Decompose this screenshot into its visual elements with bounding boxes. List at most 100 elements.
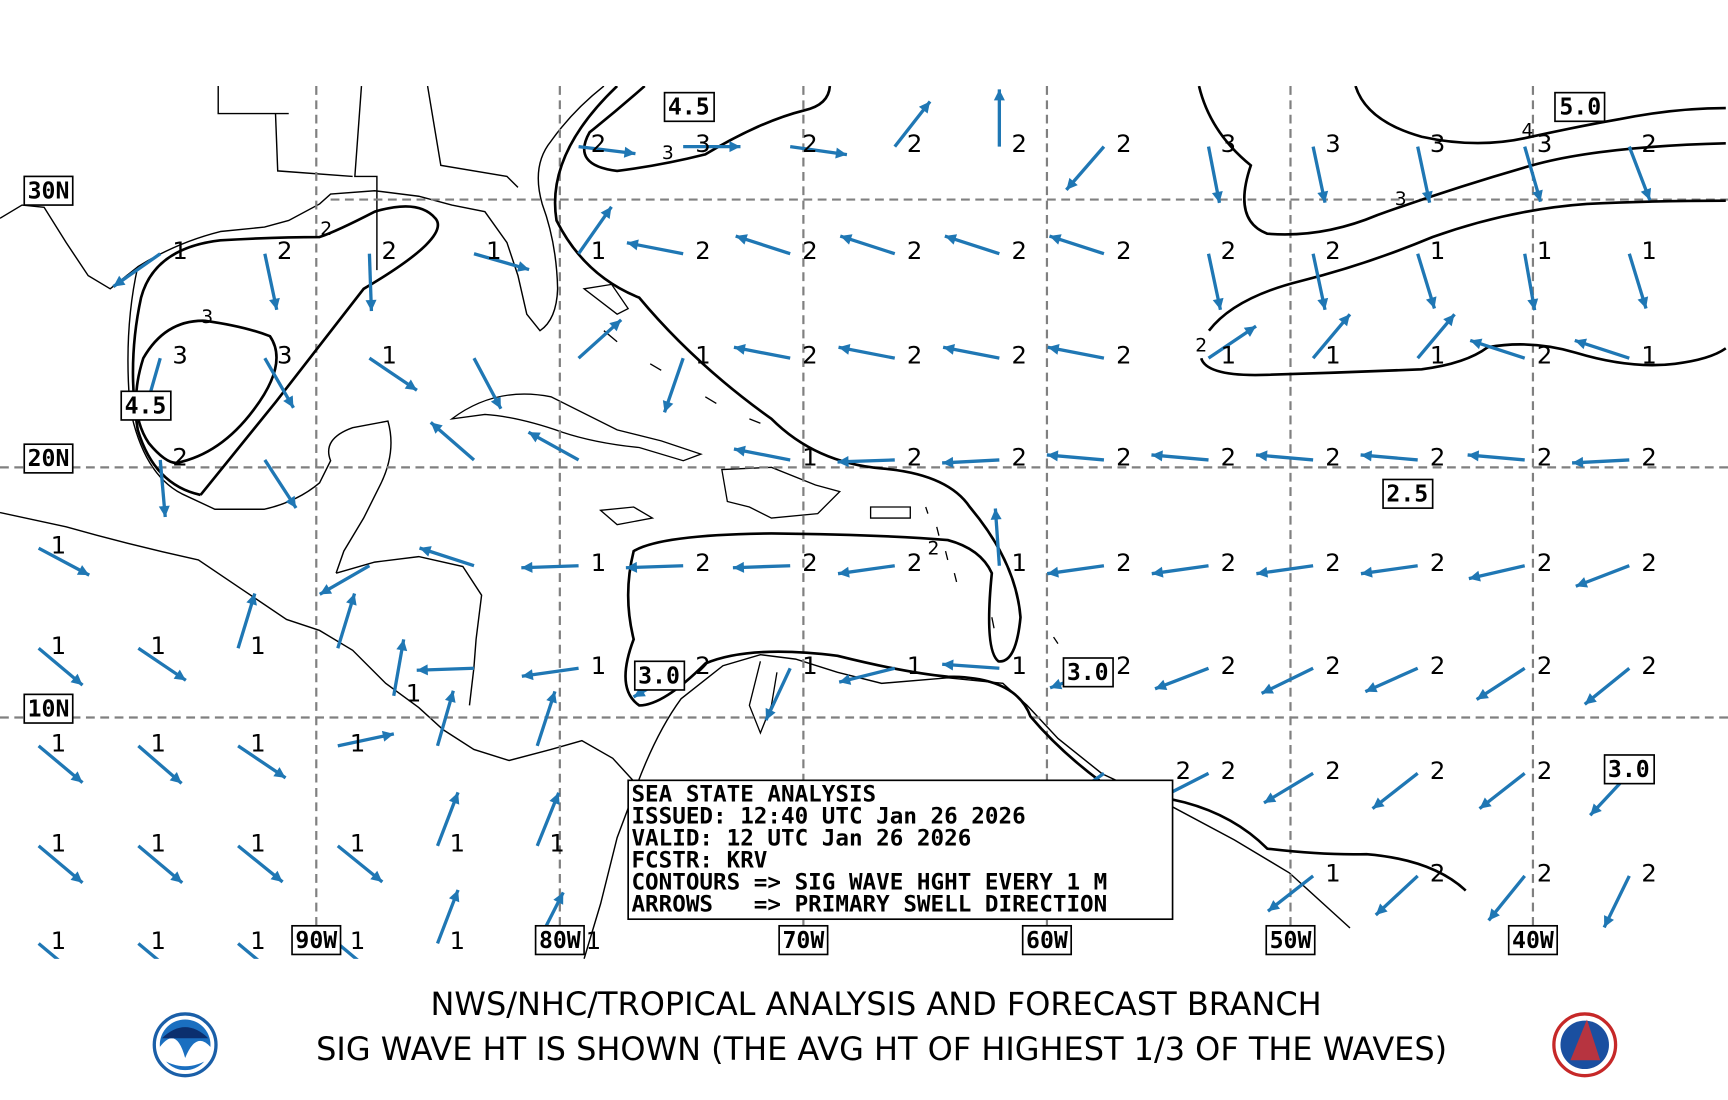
swell-arrowhead bbox=[732, 561, 745, 573]
grid-point bbox=[418, 546, 475, 568]
wave-height-value: 2 bbox=[907, 442, 922, 471]
boxed-label-text: 4.5 bbox=[125, 393, 167, 419]
swell-arrowhead bbox=[270, 969, 282, 980]
lat-label-10n: 10N bbox=[23, 693, 74, 724]
swell-arrowhead bbox=[1155, 679, 1168, 691]
swell-arrowhead bbox=[396, 639, 408, 652]
grid-point: 1 bbox=[1207, 324, 1257, 370]
grid-point bbox=[318, 564, 371, 596]
grid-point: 1 bbox=[237, 828, 284, 884]
grid-point: 1 bbox=[838, 651, 922, 685]
wave-height-value: 1 bbox=[382, 341, 397, 370]
swell-arrowhead bbox=[942, 659, 954, 671]
lat-label-text: 20N bbox=[28, 446, 70, 472]
boxed-label-text: 5.0 bbox=[1559, 95, 1601, 121]
contour-value-labels: 3 2 3 3 4 2 2 bbox=[201, 121, 1533, 560]
wave-height-value: 2 bbox=[1116, 442, 1131, 471]
swell-arrowhead bbox=[1470, 338, 1483, 350]
boxed-label-text: 3.0 bbox=[638, 663, 680, 689]
grid-point: 2 bbox=[1583, 651, 1657, 706]
grid-point: 1 bbox=[1627, 236, 1657, 310]
wave-height-value: 2 bbox=[591, 129, 606, 158]
grid-point: 2 bbox=[1255, 442, 1341, 471]
grid-point: 1 bbox=[1416, 313, 1456, 370]
grid-point: 2 bbox=[1467, 442, 1552, 471]
swell-arrowhead bbox=[733, 445, 746, 457]
wave-height-value: 1 bbox=[486, 236, 501, 265]
grid-point: 2 bbox=[1487, 858, 1552, 922]
wave-height-value: 2 bbox=[1011, 236, 1026, 265]
grid-point: 1 bbox=[473, 236, 530, 272]
wave-height-value: 2 bbox=[1116, 651, 1131, 680]
grid-point: 3 bbox=[1523, 129, 1552, 203]
swell-arrowhead bbox=[546, 691, 557, 704]
boxed-label: 3.0 bbox=[1062, 657, 1114, 688]
wave-height-value: 2 bbox=[1537, 442, 1552, 471]
wave-height-value: 1 bbox=[150, 828, 165, 857]
wave-height-value: 2 bbox=[1221, 651, 1236, 680]
grid-point: 1 bbox=[137, 926, 166, 959]
swell-arrowhead bbox=[416, 664, 428, 676]
grid-point: 1 bbox=[733, 442, 818, 471]
grid-point: 1 bbox=[535, 792, 565, 857]
wave-grid-points: 2 3 2 2 2 2 3 3 3 3 21 2 2 1 1 2 2 2 2 2 2 2 1 1 13 3 1 1 2 2 2 2 1 1 1 2 12… bbox=[37, 89, 1657, 980]
grid-point: 1 bbox=[1416, 236, 1445, 310]
wave-height-value: 2 bbox=[1641, 442, 1656, 471]
info-contours: CONTOURS => SIG WAVE HGHT EVERY 1 M bbox=[631, 869, 1107, 895]
swell-arrowhead bbox=[70, 771, 83, 783]
grid-point bbox=[263, 459, 298, 509]
swell-arrowhead bbox=[370, 870, 383, 882]
swell-arrowhead bbox=[1256, 566, 1269, 578]
grid-point: 2 bbox=[839, 234, 922, 265]
grid-point: 1 bbox=[237, 728, 287, 780]
wave-height-value: 2 bbox=[1325, 651, 1340, 680]
wave-height-value: 1 bbox=[1641, 341, 1656, 370]
grid-point: 2 bbox=[1260, 651, 1341, 695]
grid-point: 2 bbox=[1048, 234, 1131, 265]
boxed-label: 3.0 bbox=[633, 660, 686, 691]
swell-arrowhead bbox=[1360, 450, 1373, 462]
grid-point: 2 bbox=[893, 100, 932, 158]
contour-line bbox=[134, 319, 278, 465]
swell-arrowhead bbox=[1263, 792, 1277, 803]
wave-height-value: 2 bbox=[1537, 858, 1552, 887]
grid-point bbox=[429, 421, 476, 462]
grid-point: 2 bbox=[1571, 442, 1657, 471]
swell-arrowhead bbox=[838, 566, 850, 578]
grid-point: 2 bbox=[1047, 341, 1131, 370]
grid-point: 1 bbox=[435, 889, 465, 955]
wave-height-value: 2 bbox=[1641, 129, 1656, 158]
contour-label: 2 bbox=[927, 538, 939, 559]
lon-label-50w: 50W bbox=[1265, 924, 1316, 956]
grid-point: 2 bbox=[732, 548, 818, 577]
boxed-label-text: 3.0 bbox=[1067, 660, 1109, 686]
wave-height-value: 2 bbox=[1325, 548, 1340, 577]
grid-point: 1 bbox=[236, 592, 266, 660]
wave-height-value: 3 bbox=[1221, 129, 1236, 158]
grid-point bbox=[435, 690, 456, 747]
wave-height-value: 1 bbox=[1537, 236, 1552, 265]
swell-arrowhead bbox=[1212, 297, 1224, 310]
contour-line bbox=[1207, 199, 1726, 332]
swell-arrowhead bbox=[837, 456, 849, 468]
swell-arrowhead bbox=[521, 669, 534, 681]
swell-arrowhead bbox=[173, 669, 186, 681]
footer-agency: NWS/NHC/TROPICAL ANALYSIS AND FORECAST B… bbox=[431, 985, 1322, 1023]
wave-height-value: 2 bbox=[1221, 548, 1236, 577]
swell-arrowhead bbox=[918, 101, 931, 114]
wave-height-value: 2 bbox=[172, 442, 187, 471]
wave-height-value: 2 bbox=[1011, 442, 1026, 471]
lon-label-80w: 80W bbox=[534, 924, 585, 956]
grid-point: 1 bbox=[337, 728, 395, 757]
grid-point: 1 bbox=[662, 341, 711, 413]
wave-height-value: 2 bbox=[1430, 858, 1445, 887]
lon-label-70w: 70W bbox=[778, 924, 829, 956]
grid-point: 2 bbox=[944, 234, 1027, 265]
wave-height-value: 2 bbox=[907, 236, 922, 265]
swell-arrowhead bbox=[838, 343, 851, 355]
swell-arrowhead bbox=[1047, 566, 1059, 578]
swell-arrowhead bbox=[633, 686, 646, 697]
swell-arrowhead bbox=[448, 792, 460, 805]
swell-arrowhead bbox=[285, 495, 297, 509]
lon-label-60w: 60W bbox=[1021, 924, 1073, 956]
